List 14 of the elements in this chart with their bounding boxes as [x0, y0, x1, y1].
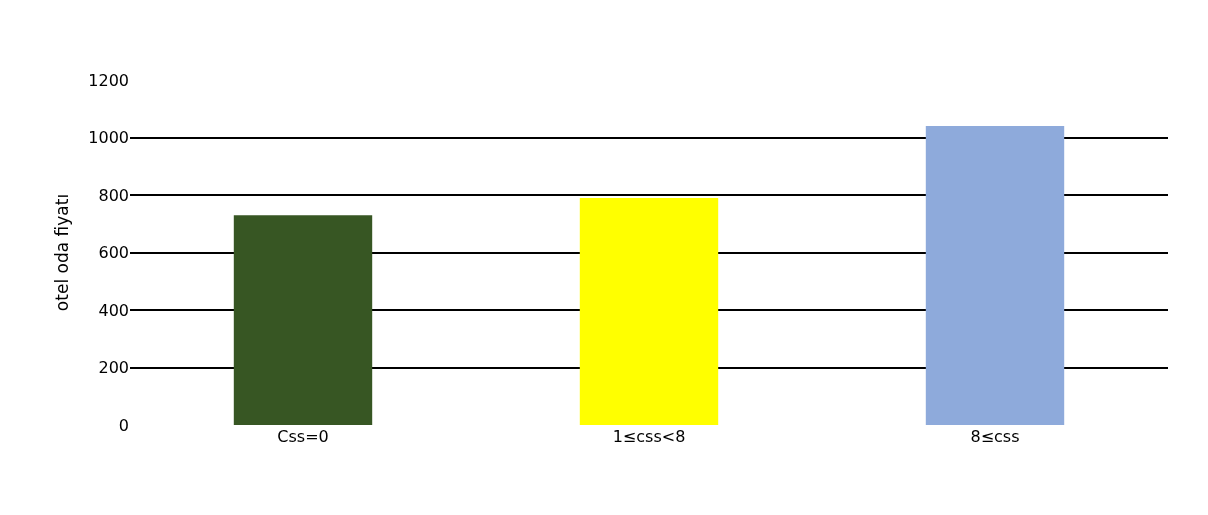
- y-tick-label: 1000: [88, 128, 129, 148]
- y-tick-label: 600: [98, 243, 129, 263]
- bar: [579, 197, 719, 425]
- bar: [233, 215, 373, 425]
- y-tick-label: 200: [98, 358, 129, 378]
- y-tick-label: 0: [118, 415, 129, 435]
- x-tick-label: 8≤css: [970, 427, 1020, 446]
- x-tick-label: Css=0: [277, 427, 329, 446]
- bar: [925, 126, 1065, 425]
- y-tick-label: 800: [98, 185, 129, 205]
- y-tick-label: 1200: [88, 70, 129, 90]
- y-tick-label: 400: [98, 300, 129, 320]
- x-tick-label: 1≤css<8: [612, 427, 686, 446]
- y-axis-title: otel oda fiyatı: [51, 193, 72, 312]
